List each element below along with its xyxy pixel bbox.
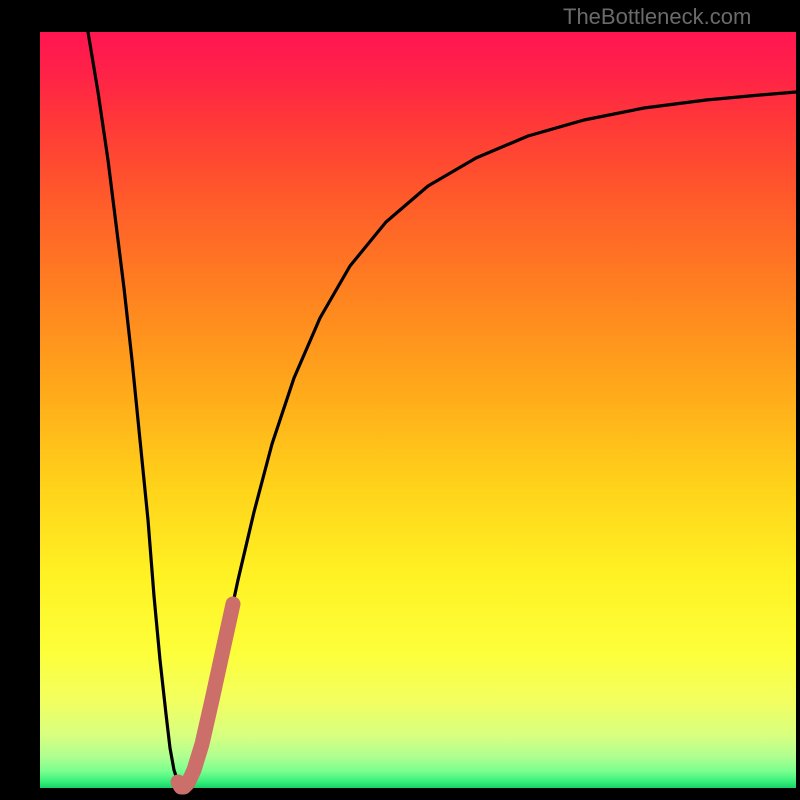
curve-layer [0,0,800,800]
highlight-segment [178,604,233,787]
primary-curve [88,32,796,787]
chart-container: TheBottleneck.com [0,0,800,800]
watermark-text: TheBottleneck.com [563,4,751,30]
